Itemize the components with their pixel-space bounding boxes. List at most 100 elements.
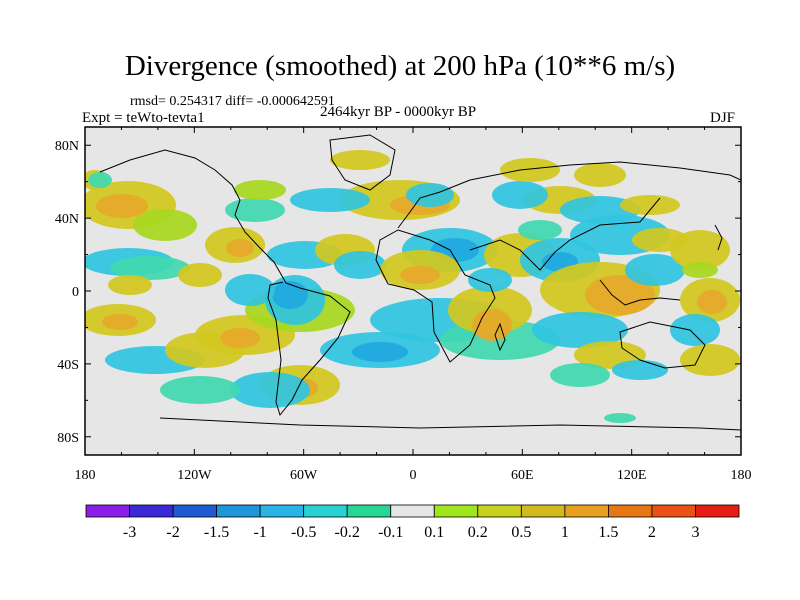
field-patch bbox=[234, 180, 286, 200]
field-patch bbox=[330, 150, 390, 170]
y-tick-label: 80N bbox=[55, 139, 79, 154]
colorbar: -3 -2 -1.5 -1 -0.5 -0.2 -0.1 0.1 0.2 0.5 1 1.5 2 3 bbox=[85, 504, 740, 541]
field-patch bbox=[670, 230, 730, 270]
x-tick-label: 180 bbox=[731, 468, 752, 483]
field-patch bbox=[334, 251, 386, 279]
field-patch bbox=[352, 342, 408, 362]
colorbar-swatch bbox=[216, 504, 261, 518]
colorbar-label: -1 bbox=[253, 524, 266, 541]
field-patch bbox=[102, 314, 138, 330]
field-patch bbox=[518, 220, 562, 240]
coastline bbox=[714, 224, 723, 251]
field-patch bbox=[585, 275, 655, 315]
field-patch bbox=[532, 312, 628, 348]
experiment-label: Expt = teWto-tevta1 bbox=[82, 110, 205, 126]
y-tick-label: 40S bbox=[57, 358, 79, 373]
colorbar-swatch bbox=[608, 504, 653, 518]
field-patch bbox=[230, 372, 310, 408]
y-tick-label: 80S bbox=[57, 431, 79, 446]
field-patch bbox=[670, 314, 720, 346]
field-patch bbox=[178, 263, 222, 287]
coastline bbox=[599, 279, 681, 306]
field-patch bbox=[500, 158, 560, 182]
field-patch bbox=[550, 363, 610, 387]
coastline bbox=[469, 197, 661, 271]
colorbar-label: -0.5 bbox=[291, 524, 316, 541]
divergence-field bbox=[85, 150, 740, 423]
field-patch bbox=[472, 309, 512, 341]
coastlines bbox=[99, 134, 741, 431]
coastline bbox=[159, 417, 741, 431]
colorbar-swatch bbox=[390, 504, 435, 518]
coastline bbox=[397, 161, 741, 229]
field-patch bbox=[160, 376, 240, 404]
colorbar-label: -1.5 bbox=[204, 524, 229, 541]
season-label: DJF bbox=[710, 110, 736, 126]
field-patch bbox=[110, 256, 190, 280]
field-patch bbox=[574, 163, 626, 187]
y-tick-label: 40N bbox=[55, 212, 79, 227]
x-tick-label: 180 bbox=[75, 468, 96, 483]
colorbar-label: 3 bbox=[691, 524, 699, 541]
colorbar-swatch bbox=[695, 504, 740, 518]
coastline bbox=[329, 134, 396, 191]
colorbar-label: 0.5 bbox=[511, 524, 531, 541]
colorbar-swatch bbox=[85, 504, 130, 518]
plot-title: Divergence (smoothed) at 200 hPa (10**6 … bbox=[124, 50, 676, 82]
field-patch bbox=[625, 254, 685, 286]
colorbar-swatch bbox=[651, 504, 696, 518]
field-patch bbox=[604, 413, 636, 423]
field-patch bbox=[272, 281, 308, 309]
field-patch bbox=[612, 360, 668, 380]
axis-ticks: 80N 40N 0 40S 80S 180 120W 60W 0 60E 120E 180 bbox=[55, 127, 752, 483]
colorbar-swatch bbox=[259, 504, 305, 518]
colorbar-swatch bbox=[346, 504, 392, 518]
x-tick-label: 120E bbox=[617, 468, 647, 483]
y-tick-label: 0 bbox=[72, 285, 79, 300]
field-patch bbox=[620, 195, 680, 215]
colorbar-label: -0.1 bbox=[378, 524, 403, 541]
field-patch bbox=[225, 274, 275, 306]
coastline bbox=[375, 229, 496, 363]
stats-label: rmsd= 0.254317 diff= -0.000642591 bbox=[130, 94, 335, 109]
coastline bbox=[494, 322, 506, 352]
colorbar-swatch bbox=[433, 504, 479, 518]
x-tick-label: 60E bbox=[511, 468, 534, 483]
colorbar-label: -2 bbox=[166, 524, 179, 541]
colorbar-swatch bbox=[477, 504, 522, 518]
coastline bbox=[619, 321, 706, 369]
field-patch bbox=[697, 290, 727, 314]
colorbar-label: -3 bbox=[123, 524, 136, 541]
colorbar-label: 1 bbox=[561, 524, 569, 541]
field-patch bbox=[492, 181, 548, 209]
field-patch bbox=[560, 196, 640, 224]
x-tick-label: 60W bbox=[290, 468, 318, 483]
field-patch bbox=[290, 188, 370, 212]
field-patch bbox=[88, 172, 112, 188]
colorbar-label: 0.1 bbox=[424, 524, 444, 541]
field-patch bbox=[400, 266, 440, 284]
coastline bbox=[267, 281, 351, 417]
field-patch bbox=[468, 268, 512, 292]
field-patch bbox=[108, 275, 152, 295]
colorbar-swatch bbox=[520, 504, 566, 518]
colorbar-swatch bbox=[172, 504, 217, 518]
field-patch bbox=[133, 209, 197, 241]
colorbar-label: 0.2 bbox=[468, 524, 488, 541]
colorbar-swatch bbox=[129, 504, 174, 518]
period-label: 2464kyr BP - 0000kyr BP bbox=[320, 104, 477, 120]
field-patch bbox=[682, 262, 718, 278]
field-patch bbox=[226, 239, 254, 257]
field-patch bbox=[96, 194, 148, 218]
colorbar-swatch bbox=[303, 504, 348, 518]
x-tick-label: 120W bbox=[177, 468, 212, 483]
field-patch bbox=[680, 344, 740, 376]
x-tick-label: 0 bbox=[410, 468, 417, 483]
field-patch bbox=[220, 328, 260, 348]
field-patch bbox=[225, 198, 285, 222]
colorbar-label: 1.5 bbox=[598, 524, 618, 541]
coastline bbox=[99, 149, 287, 284]
colorbar-label: -0.2 bbox=[335, 524, 360, 541]
colorbar-swatch bbox=[564, 504, 609, 518]
